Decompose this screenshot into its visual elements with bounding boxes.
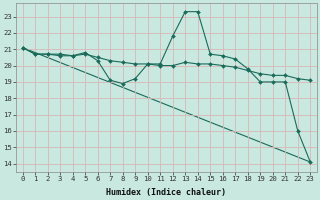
X-axis label: Humidex (Indice chaleur): Humidex (Indice chaleur): [107, 188, 227, 197]
